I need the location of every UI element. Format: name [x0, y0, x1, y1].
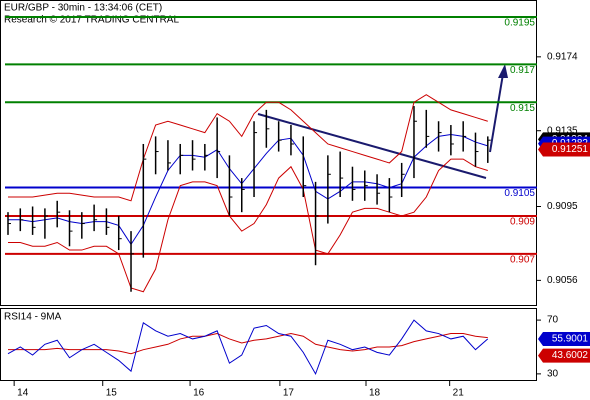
bollinger-upper — [7, 94, 488, 202]
price-box-label: 55.9001 — [552, 334, 589, 345]
level-label: 0.907 — [510, 254, 535, 265]
chart-title: EUR/GBP - 30min - 13:34:06 (CET) — [4, 3, 162, 14]
y-tick-label: 0.9135 — [547, 125, 578, 136]
y-tick-label: 70 — [547, 315, 559, 326]
x-tick-label: 18 — [369, 388, 381, 399]
price-box — [538, 348, 590, 363]
price-panel — [0, 0, 537, 306]
rsi-title: RSI14 - 9MA — [4, 312, 62, 323]
x-tick-label: 17 — [283, 388, 295, 399]
x-tick-label: 16 — [193, 388, 205, 399]
forecast-arrow — [489, 73, 504, 153]
y-tick-label: 0.9174 — [547, 51, 578, 62]
rsi-panel — [0, 308, 537, 381]
rsi-line — [7, 319, 489, 376]
price-box-label: 0.91251 — [552, 144, 589, 155]
price-box — [538, 142, 590, 157]
x-tick-label: 21 — [453, 388, 465, 399]
x-tick-label: 14 — [17, 388, 29, 399]
arrow-head — [498, 64, 508, 78]
x-tick-label: 15 — [106, 388, 118, 399]
level-label: 0.917 — [510, 65, 535, 76]
y-tick-label: 30 — [547, 369, 559, 380]
bollinger-middle — [7, 133, 488, 246]
y-tick-label: 0.9095 — [547, 201, 578, 212]
y-tick-label: 0.9056 — [547, 275, 578, 286]
price-box — [538, 332, 590, 347]
level-label: 0.915 — [510, 103, 535, 114]
price-box-label: 43.6002 — [552, 350, 589, 361]
chart-subtitle: Research © 2017 TRADING CENTRAL — [4, 15, 179, 26]
level-label: 0.9105 — [504, 188, 535, 199]
trend-line — [257, 113, 487, 179]
level-label: 0.9195 — [504, 18, 535, 29]
level-label: 0.909 — [510, 217, 535, 228]
bollinger-lower — [7, 158, 488, 293]
